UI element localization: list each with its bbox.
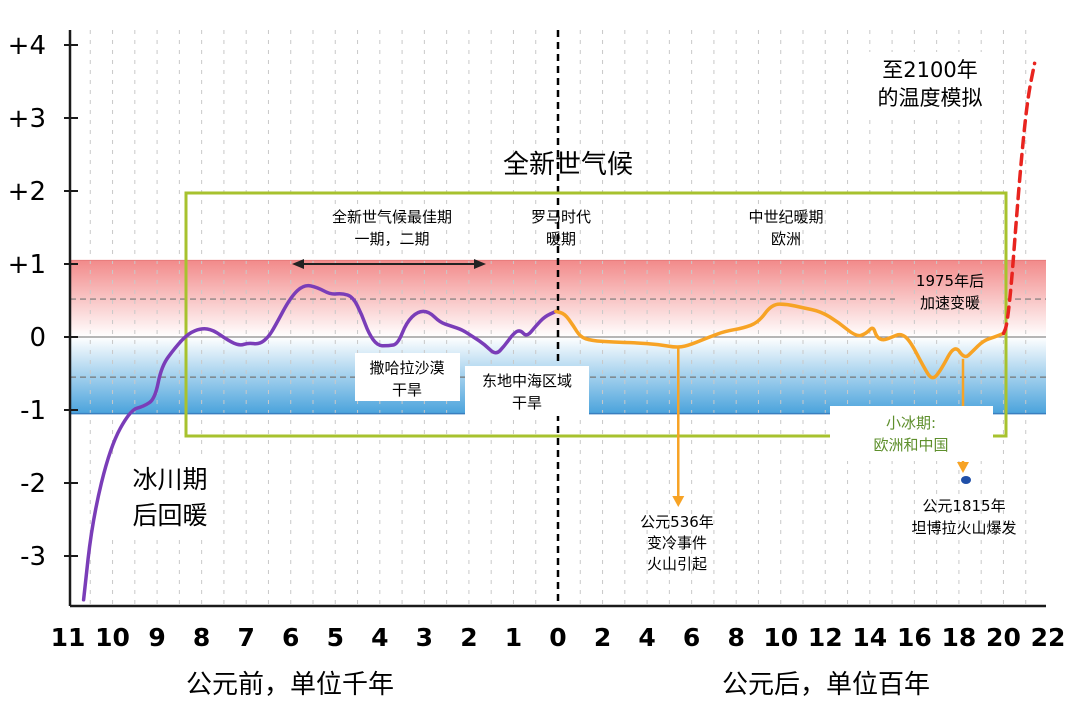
y-tick-label: +3 [8, 104, 46, 134]
ev536-label-line3: 火山引起 [647, 555, 707, 573]
x-tick-label: 18 [942, 623, 977, 652]
x-tick-label: 4 [371, 623, 388, 652]
med-label-line2: 干旱 [512, 394, 542, 412]
x-tick-label: 20 [986, 623, 1021, 652]
x-tick-label: 9 [148, 623, 165, 652]
x-tick-label: 11 [51, 623, 86, 652]
med-label-line1: 东地中海区域 [482, 372, 572, 390]
optimum-label-line2: 一期，二期 [354, 230, 429, 248]
y-tick-label: +2 [8, 177, 46, 207]
lia-label-line2: 欧洲和中国 [873, 436, 948, 454]
x-tick-label: 6 [282, 623, 299, 652]
x-tick-label: 12 [808, 623, 843, 652]
temperature-series-1 [81, 283, 558, 602]
x-axis-label-bc: 公元前，单位千年 [186, 670, 394, 700]
x-tick-label: 8 [727, 623, 744, 652]
roman-label-line2: 暖期 [546, 230, 576, 248]
temperature-series-3 [1001, 61, 1037, 336]
holocene-box [184, 191, 1008, 438]
lia-label-line1: 小冰期: [886, 414, 936, 432]
y-tick-label: -2 [20, 469, 46, 499]
ev536-arrow-head [672, 496, 685, 507]
volcano-icon [961, 476, 971, 484]
tambora-label-line2: 坦博拉火山爆发 [911, 519, 1016, 537]
ev536-label-line1: 公元536年 [640, 513, 714, 531]
to2100-label-bg [862, 52, 1000, 118]
x-tick-label: 7 [237, 623, 254, 652]
temperature-series-2 [554, 302, 1006, 380]
x-tick-label: 8 [193, 623, 210, 652]
post1975-label-line2: 加速变暖 [920, 294, 980, 312]
lia-label-bg [830, 406, 993, 461]
x-tick-label: 0 [549, 623, 566, 652]
x-axis-label-ad: 公元后，单位百年 [722, 670, 930, 700]
glacial-label-line2: 后回暖 [132, 501, 207, 530]
x-tick-label: 16 [897, 623, 932, 652]
roman-label-line1: 罗马时代 [531, 208, 591, 226]
y-tick-label: +1 [8, 250, 46, 280]
x-tick-label: 10 [763, 623, 798, 652]
x-tick-label: 4 [638, 623, 655, 652]
to2100-label-line1: 至2100年 [882, 58, 977, 82]
x-tick-label: 2 [594, 623, 611, 652]
tambora-arrow-head [957, 462, 969, 473]
chart-title: 全新世气候 [503, 150, 633, 180]
medieval-label-line1: 中世纪暖期 [748, 208, 823, 226]
x-tick-label: 1 [505, 623, 522, 652]
x-tick-label: 2 [460, 623, 477, 652]
optimum-arrow-right [474, 259, 486, 269]
y-tick-label: 0 [29, 323, 46, 353]
ev536-label-line2: 变冷事件 [647, 534, 707, 552]
x-tick-label: 6 [683, 623, 700, 652]
sahara-label-line2: 干旱 [392, 381, 422, 399]
x-tick-label: 14 [852, 623, 887, 652]
y-tick-label: +4 [8, 31, 46, 61]
sahara-label-bg [355, 353, 460, 401]
x-tick-label: 10 [95, 623, 130, 652]
optimum-arrow-left [292, 259, 304, 269]
y-tick-label: -1 [20, 396, 46, 426]
glacial-label-line1: 冰川期 [132, 465, 207, 494]
x-tick-label: 3 [416, 623, 433, 652]
tambora-label-line1: 公元1815年 [922, 497, 1005, 515]
x-tick-label: 22 [1031, 623, 1066, 652]
optimum-label-line1: 全新世气候最佳期 [332, 208, 452, 226]
x-tick-label: 5 [327, 623, 344, 652]
post1975-label-line1: 1975年后 [916, 272, 984, 290]
med-label-bg [465, 366, 589, 416]
medieval-label-line2: 欧洲 [771, 230, 801, 248]
y-tick-label: -3 [20, 542, 46, 572]
glacial-label-bg [112, 458, 218, 540]
to2100-label-line2: 的温度模拟 [878, 86, 983, 110]
sahara-label-line1: 撒哈拉沙漠 [369, 359, 444, 377]
